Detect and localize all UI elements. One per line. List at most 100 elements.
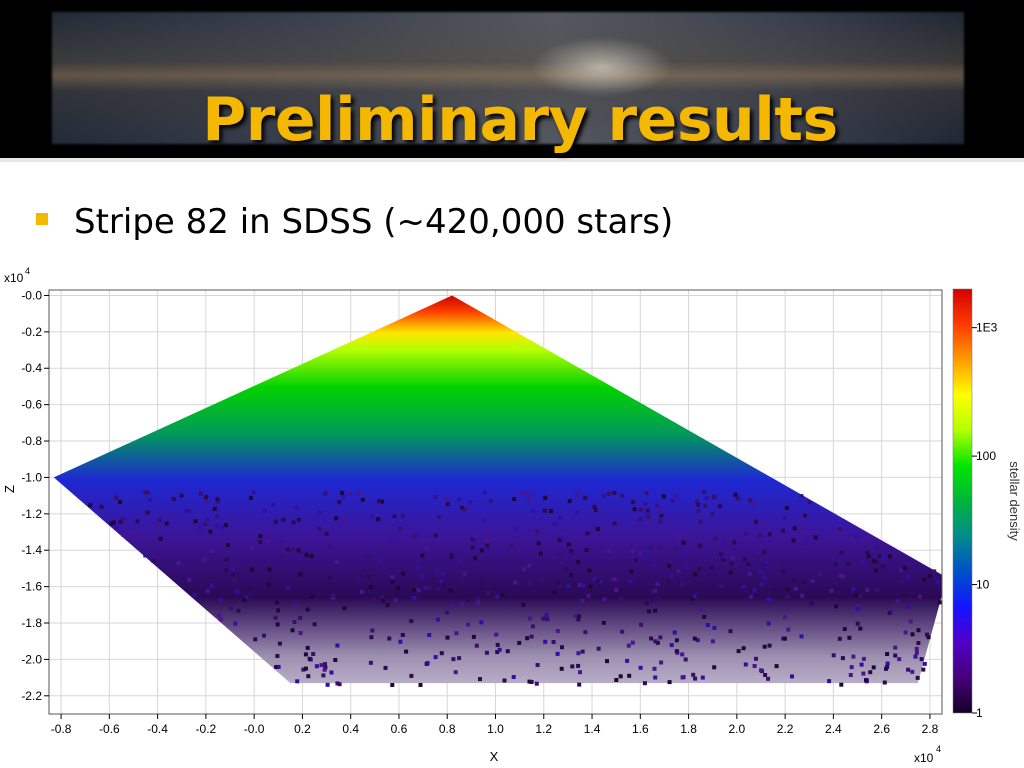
star-point <box>401 571 406 576</box>
star-point <box>453 670 458 675</box>
star-point <box>439 579 444 584</box>
star-point <box>285 547 290 552</box>
star-point <box>932 569 937 574</box>
x-tick-label: -0.2 <box>196 722 217 736</box>
star-point <box>437 514 442 519</box>
star-point <box>921 667 926 672</box>
star-point <box>905 604 910 609</box>
star-point <box>570 664 575 669</box>
star-point <box>467 569 472 574</box>
star-point <box>667 563 672 568</box>
star-point <box>778 562 783 567</box>
star-point <box>792 526 797 531</box>
star-point <box>466 622 471 627</box>
star-point <box>485 538 490 543</box>
star-point <box>220 524 225 529</box>
star-point <box>658 635 663 640</box>
star-point <box>376 499 381 504</box>
star-point <box>696 502 701 507</box>
star-point <box>251 490 256 495</box>
star-point <box>559 535 564 540</box>
star-point <box>527 581 532 586</box>
star-point <box>577 682 582 687</box>
star-point <box>847 635 852 640</box>
star-point <box>369 565 374 570</box>
star-point <box>677 534 682 539</box>
star-point <box>638 517 642 522</box>
star-point <box>262 508 267 513</box>
star-point <box>881 556 886 560</box>
star-point <box>578 670 582 675</box>
star-point <box>215 497 220 502</box>
star-point <box>277 641 282 646</box>
star-point <box>851 587 856 591</box>
star-point <box>325 682 330 687</box>
star-point <box>754 519 758 524</box>
star-point <box>576 651 581 656</box>
star-point <box>899 579 904 584</box>
star-point <box>305 548 310 553</box>
star-point <box>781 528 785 533</box>
star-point <box>595 527 600 531</box>
star-point <box>649 598 654 603</box>
star-point <box>462 571 467 576</box>
star-point <box>226 543 230 548</box>
star-point <box>231 567 236 572</box>
star-point <box>647 519 652 524</box>
star-point <box>411 534 416 539</box>
star-point <box>632 507 637 512</box>
star-point <box>267 567 272 572</box>
star-point <box>212 506 217 511</box>
star-point <box>908 619 913 624</box>
star-point <box>897 657 902 662</box>
star-point <box>513 580 518 585</box>
star-point <box>928 574 932 579</box>
star-point <box>692 636 697 641</box>
x-tick-label: 2.0 <box>729 722 746 736</box>
star-point <box>485 543 490 548</box>
star-point <box>890 609 895 614</box>
star-point <box>885 652 890 656</box>
star-point <box>833 562 838 567</box>
star-point <box>566 584 571 589</box>
star-point <box>275 654 280 658</box>
star-point <box>566 542 571 547</box>
star-point <box>381 598 386 603</box>
star-point <box>913 654 918 659</box>
star-point <box>521 567 526 572</box>
star-point <box>855 603 860 608</box>
star-point <box>247 586 252 591</box>
star-point <box>877 554 882 559</box>
star-point <box>820 571 825 575</box>
star-point <box>653 675 658 680</box>
star-point <box>639 622 644 627</box>
star-point <box>411 588 416 592</box>
x-tick-label: 1.4 <box>584 722 601 736</box>
star-point <box>214 523 219 528</box>
star-point <box>390 683 395 687</box>
x-tick-label: 2.2 <box>777 722 794 736</box>
star-point <box>143 553 148 558</box>
star-point <box>151 559 156 563</box>
star-point <box>573 583 578 588</box>
star-point <box>748 498 752 503</box>
star-point <box>433 655 438 660</box>
star-point <box>595 579 600 584</box>
star-point <box>762 644 767 649</box>
star-point <box>262 633 266 638</box>
star-point <box>233 578 237 583</box>
star-point <box>271 503 276 507</box>
star-point <box>638 665 643 670</box>
star-point <box>229 606 233 611</box>
y-tick-label: -0.0 <box>21 288 42 302</box>
star-point <box>359 589 364 594</box>
star-point <box>674 563 679 567</box>
star-point <box>541 616 546 621</box>
star-point <box>355 576 360 581</box>
y-tick-label: -0.4 <box>21 361 42 375</box>
star-point <box>751 502 756 507</box>
star-point <box>628 579 633 584</box>
star-point <box>276 664 281 669</box>
star-point <box>762 575 767 580</box>
star-point <box>601 620 606 625</box>
